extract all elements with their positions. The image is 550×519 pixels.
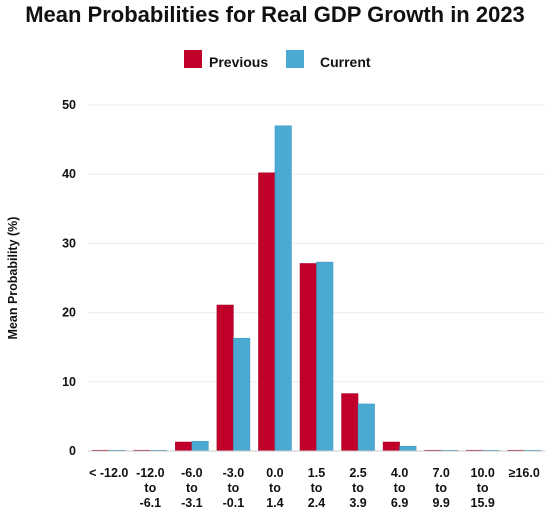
x-category-label-4: 0.0 to 1.4 bbox=[266, 466, 283, 510]
bar-previous-7 bbox=[382, 441, 400, 452]
x-category-label-7-line-2: 6.9 bbox=[391, 496, 408, 510]
x-category-label-2-line-0: -6.0 bbox=[181, 466, 203, 480]
x-category-label-1: -12.0 to -6.1 bbox=[136, 466, 165, 510]
x-category-label-6-line-0: 2.5 bbox=[349, 466, 366, 480]
x-category-label-9-line-1: to bbox=[477, 481, 489, 495]
bar-previous-4 bbox=[258, 172, 276, 452]
x-category-label-6-line-2: 3.9 bbox=[349, 496, 366, 510]
x-category-label-8-line-0: 7.0 bbox=[432, 466, 449, 480]
y-tick-label-1: 10 bbox=[62, 375, 76, 389]
bar-previous-5 bbox=[299, 263, 317, 452]
bar-previous-3 bbox=[216, 304, 234, 452]
x-category-label-0: < -12.0 bbox=[89, 466, 128, 480]
legend-swatch-current bbox=[286, 50, 304, 68]
x-category-label-2-line-1: to bbox=[186, 481, 198, 495]
x-category-label-4-line-2: 1.4 bbox=[266, 496, 283, 510]
x-category-label-9-line-2: 15.9 bbox=[471, 496, 495, 510]
x-category-label-7: 4.0 to 6.9 bbox=[391, 466, 408, 510]
x-category-label-7-line-1: to bbox=[394, 481, 406, 495]
chart-title: Mean Probabilities for Real GDP Growth i… bbox=[25, 2, 525, 27]
bar-previous-6 bbox=[341, 393, 359, 452]
x-category-label-5: 1.5 to 2.4 bbox=[308, 466, 325, 510]
y-tick-label-0: 0 bbox=[69, 444, 76, 458]
legend-swatch-previous bbox=[184, 50, 202, 68]
x-category-label-8: 7.0 to 9.9 bbox=[432, 466, 449, 510]
legend-label-current: Current bbox=[320, 54, 371, 70]
bar-current-4 bbox=[274, 125, 292, 452]
y-tick-label-4: 40 bbox=[62, 167, 76, 181]
legend: Previous Current bbox=[184, 50, 371, 70]
x-category-label-9-line-0: 10.0 bbox=[471, 466, 495, 480]
x-category-label-5-line-0: 1.5 bbox=[308, 466, 325, 480]
x-category-label-2-line-2: -3.1 bbox=[181, 496, 203, 510]
x-category-label-1-line-1: to bbox=[144, 481, 156, 495]
y-tick-label-2: 20 bbox=[62, 306, 76, 320]
legend-label-previous: Previous bbox=[209, 54, 268, 70]
x-category-label-8-line-1: to bbox=[435, 481, 447, 495]
bars bbox=[92, 125, 541, 452]
x-category-label-0-line-0: < -12.0 bbox=[89, 466, 128, 480]
x-category-label-6-line-1: to bbox=[352, 481, 364, 495]
x-category-label-10: ≥16.0 bbox=[509, 466, 540, 480]
bar-current-2 bbox=[191, 441, 209, 452]
x-category-label-3-line-0: -3.0 bbox=[223, 466, 245, 480]
y-tick-label-5: 50 bbox=[62, 98, 76, 112]
x-category-label-3-line-1: to bbox=[228, 481, 240, 495]
bar-previous-2 bbox=[175, 441, 193, 452]
x-category-label-5-line-1: to bbox=[311, 481, 323, 495]
x-category-label-5-line-2: 2.4 bbox=[308, 496, 325, 510]
bar-current-5 bbox=[316, 261, 334, 452]
x-category-label-3: -3.0 to -0.1 bbox=[223, 466, 245, 510]
x-category-label-2: -6.0 to -3.1 bbox=[181, 466, 203, 510]
y-axis-ticks: 0 10 20 30 40 50 bbox=[62, 98, 76, 458]
bar-current-6 bbox=[357, 403, 375, 452]
x-category-label-9: 10.0 to 15.9 bbox=[471, 466, 495, 510]
x-category-label-7-line-0: 4.0 bbox=[391, 466, 408, 480]
bar-current-7 bbox=[399, 445, 417, 452]
x-category-label-8-line-2: 9.9 bbox=[432, 496, 449, 510]
x-category-label-4-line-0: 0.0 bbox=[266, 466, 283, 480]
x-category-label-3-line-2: -0.1 bbox=[223, 496, 245, 510]
x-category-label-1-line-2: -6.1 bbox=[140, 496, 162, 510]
x-category-label-4-line-1: to bbox=[269, 481, 281, 495]
x-category-label-1-line-0: -12.0 bbox=[136, 466, 165, 480]
y-tick-label-3: 30 bbox=[62, 236, 76, 250]
gridlines bbox=[88, 104, 545, 383]
x-category-label-6: 2.5 to 3.9 bbox=[349, 466, 366, 510]
y-axis-label: Mean Probability (%) bbox=[6, 217, 20, 340]
x-axis-labels: < -12.0 -12.0 to -6.1-6.0 to -3.1-3.0 to -0.10.… bbox=[89, 466, 540, 510]
bar-current-3 bbox=[233, 337, 251, 452]
x-category-label-10-line-0: ≥16.0 bbox=[509, 466, 540, 480]
